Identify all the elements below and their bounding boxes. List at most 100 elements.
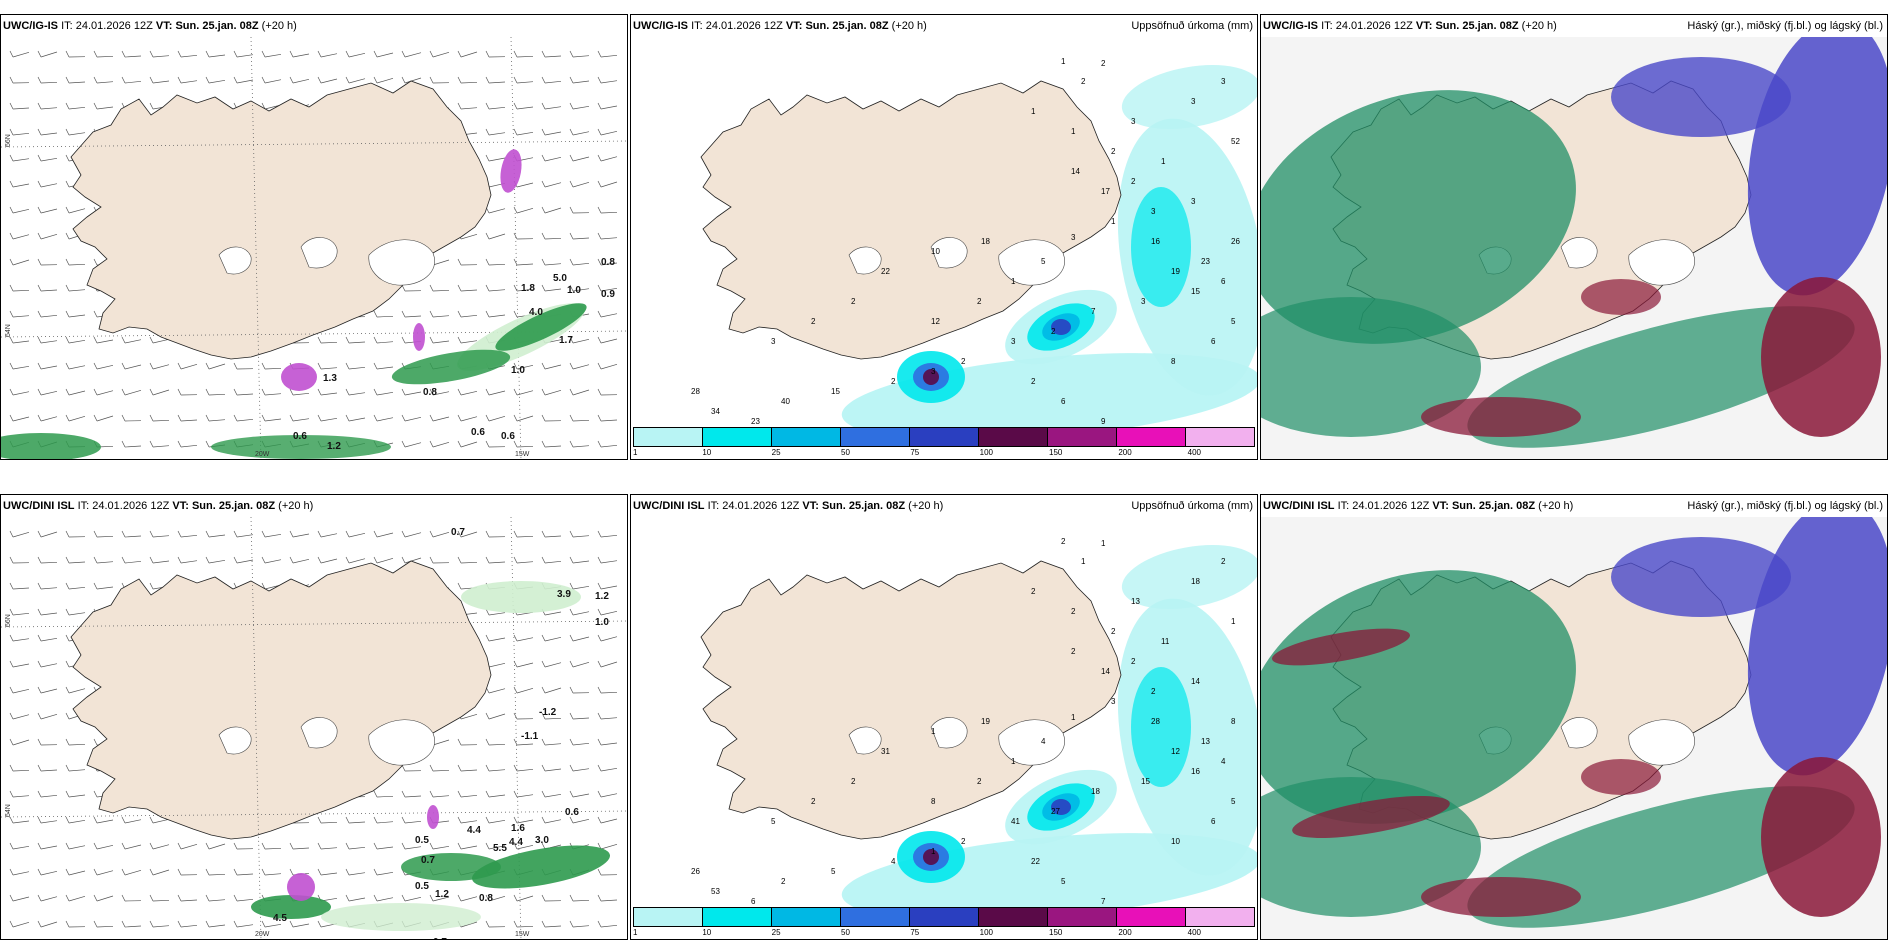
precip-value-label: 4 <box>1041 737 1046 746</box>
precip-value-label: 2 <box>851 297 856 306</box>
high-cloud-area <box>1261 570 1576 824</box>
precip-value-label: 23 <box>751 417 760 426</box>
precip-value-label: 3 <box>1221 77 1226 86</box>
longitude-line <box>510 37 522 459</box>
it-label: IT: <box>61 20 73 32</box>
precip-value-label: 3 <box>1151 207 1156 216</box>
lead-time: (+20 h) <box>1538 500 1574 512</box>
precip-value-label: 2 <box>1131 177 1136 186</box>
vt-value: Sun. 25.jan. 08Z <box>1451 500 1536 512</box>
precip-value-label: 3 <box>771 337 776 346</box>
longitude-line <box>250 517 262 939</box>
legend-tick-label: 200 <box>1118 928 1132 937</box>
precip-value-label: 1 <box>1071 127 1076 136</box>
precip-value-label: 7 <box>1091 307 1096 316</box>
glacier-outline <box>848 726 882 755</box>
legend-swatch <box>910 908 979 926</box>
glacier-outline <box>998 239 1065 286</box>
precip-value-label: 2 <box>977 297 982 306</box>
legend-swatch <box>910 428 979 446</box>
precip-value-label: 6 <box>1221 277 1226 286</box>
vt-label: VT: <box>155 20 173 32</box>
vt-label: VT: <box>1415 20 1433 32</box>
it-label: IT: <box>691 20 703 32</box>
snow-area <box>281 363 317 391</box>
panel-header: UWC/DINI ISL IT: 24.01.2026 12Z VT: Sun.… <box>1 495 627 517</box>
panel-title: Háský (gr.), miðský (fj.bl.) og lágský (… <box>1687 500 1883 512</box>
field-value-label: 4.4 <box>509 837 523 848</box>
precip-value-label: 2 <box>1101 59 1106 68</box>
precip-value-label: 14 <box>1191 677 1200 686</box>
low-cloud-area <box>1761 277 1881 437</box>
legend-swatch <box>979 908 1048 926</box>
precip-value-label: 4 <box>891 857 896 866</box>
latitude-label: 64N <box>5 324 12 337</box>
precip-value-label: 1 <box>931 727 936 736</box>
precip-area <box>1121 545 1257 609</box>
precip-value-label: 16 <box>1151 237 1160 246</box>
legend-tick-label: 150 <box>1049 448 1063 457</box>
precip-area <box>401 853 501 881</box>
low-cloud-area <box>1421 397 1581 437</box>
precip-value-label: 12 <box>931 317 940 326</box>
legend-swatch <box>1048 908 1117 926</box>
cloud-map-panel-igis: UWC/IG-IS IT: 24.01.2026 12Z VT: Sun. 25… <box>1260 14 1888 460</box>
field-value-label: 0.9 <box>601 289 615 300</box>
vt-value: Sun. 25.jan. 08Z <box>1435 20 1519 32</box>
legend-swatch <box>1048 428 1117 446</box>
vt-value: Sun. 25.jan. 08Z <box>805 20 889 32</box>
field-value-label: 0.7 <box>451 527 465 538</box>
field-value-label: 1.0 <box>595 617 609 628</box>
precip-value-label: 2 <box>1071 647 1076 656</box>
model-name: UWC/DINI ISL <box>3 500 75 512</box>
field-value-label: 0.6 <box>565 807 579 818</box>
model-name: UWC/DINI ISL <box>1263 500 1335 512</box>
precip-value-label: 26 <box>1231 237 1240 246</box>
glacier-outline <box>1628 239 1695 286</box>
snow-area <box>413 323 425 351</box>
precip-value-label: 1 <box>1071 713 1076 722</box>
panel-header: UWC/IG-IS IT: 24.01.2026 12Z VT: Sun. 25… <box>1 15 627 37</box>
legend-tick-label: 25 <box>771 448 781 457</box>
precip-value-label: 5 <box>1061 877 1066 886</box>
map-area <box>631 37 1257 459</box>
precip-area <box>321 903 481 931</box>
precip-value-label: 2 <box>1111 627 1116 636</box>
glacier-outline <box>368 239 435 286</box>
field-value-label: 1.8 <box>521 283 535 294</box>
field-value-label: 1.7 <box>559 335 573 346</box>
panel-title: Háský (gr.), miðský (fj.bl.) og lágský (… <box>1687 20 1883 32</box>
precip-value-label: 1 <box>1011 757 1016 766</box>
map-area <box>1261 517 1887 939</box>
precip-value-label: 10 <box>931 247 940 256</box>
panel-header: UWC/DINI ISL IT: 24.01.2026 12Z VT: Sun.… <box>631 495 1257 517</box>
precip-value-label: 17 <box>1101 187 1110 196</box>
precip-value-label: 12 <box>1171 747 1180 756</box>
field-value-label: 0.5 <box>415 881 429 892</box>
map-area <box>1 37 627 459</box>
precip-value-label: 9 <box>1101 417 1106 426</box>
precip-value-label: 19 <box>981 717 990 726</box>
precip-value-label: 2 <box>1061 537 1066 546</box>
precip-value-label: 5 <box>771 817 776 826</box>
panel-title: Uppsöfnuð úrkoma (mm) <box>1131 20 1253 32</box>
model-name: UWC/IG-IS <box>3 20 58 32</box>
mid-cloud-area <box>1611 57 1791 137</box>
map-area <box>1 517 627 939</box>
snow-area <box>427 805 439 829</box>
glacier-outline <box>930 717 968 749</box>
legend-tick-label: 150 <box>1049 928 1063 937</box>
precip-value-label: 8 <box>931 797 936 806</box>
precip-value-label: 18 <box>981 237 990 246</box>
cloud-map-panel-dini: UWC/DINI ISL IT: 24.01.2026 12Z VT: Sun.… <box>1260 494 1888 940</box>
it-value: 24.01.2026 12Z <box>722 500 800 512</box>
mid-cloud-area <box>1611 537 1791 617</box>
precip-value-label: 1 <box>1101 539 1106 548</box>
precip-value-label: 2 <box>1031 587 1036 596</box>
precip-value-label: 22 <box>1031 857 1040 866</box>
legend-swatch <box>1117 908 1186 926</box>
precip-value-label: 3 <box>1071 233 1076 242</box>
vt-value: Sun. 25.jan. 08Z <box>821 500 906 512</box>
precip-area <box>1 433 101 459</box>
precip-value-label: 34 <box>711 407 720 416</box>
